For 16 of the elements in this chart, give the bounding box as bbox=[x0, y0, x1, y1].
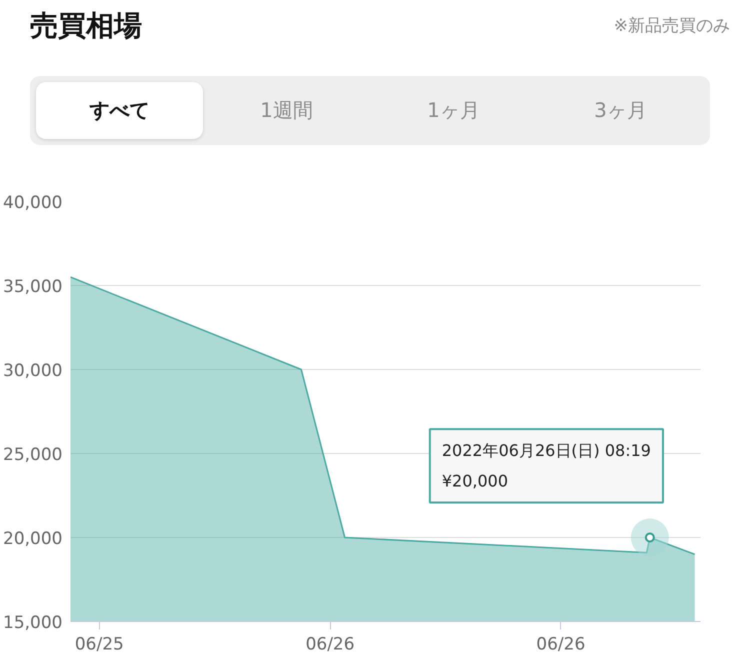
text: 1ヶ月 bbox=[426, 97, 481, 124]
y-tick-label: 30,000 bbox=[3, 361, 62, 381]
chart-title: 売買相場 bbox=[30, 8, 142, 44]
x-tick-label: 06/26 bbox=[306, 634, 355, 654]
y-tick-label: 35,000 bbox=[3, 277, 62, 297]
y-tick-label: 15,000 bbox=[3, 613, 62, 633]
text: ※新品売買のみ bbox=[614, 14, 730, 38]
x-tick-label: 06/25 bbox=[74, 634, 124, 654]
y-tick-label: 20,000 bbox=[3, 529, 62, 549]
y-tick-label: 25,000 bbox=[3, 445, 62, 465]
x-tick-label: 06/26 bbox=[536, 634, 586, 654]
y-tick-label: 40,000 bbox=[3, 193, 62, 213]
text: 3ヶ月 bbox=[593, 97, 648, 124]
annotation: 2022年06月26日(日) 08:19 ¥20,000 bbox=[442, 441, 651, 490]
text: 1週間 bbox=[259, 97, 314, 124]
text: すべて bbox=[36, 82, 203, 139]
